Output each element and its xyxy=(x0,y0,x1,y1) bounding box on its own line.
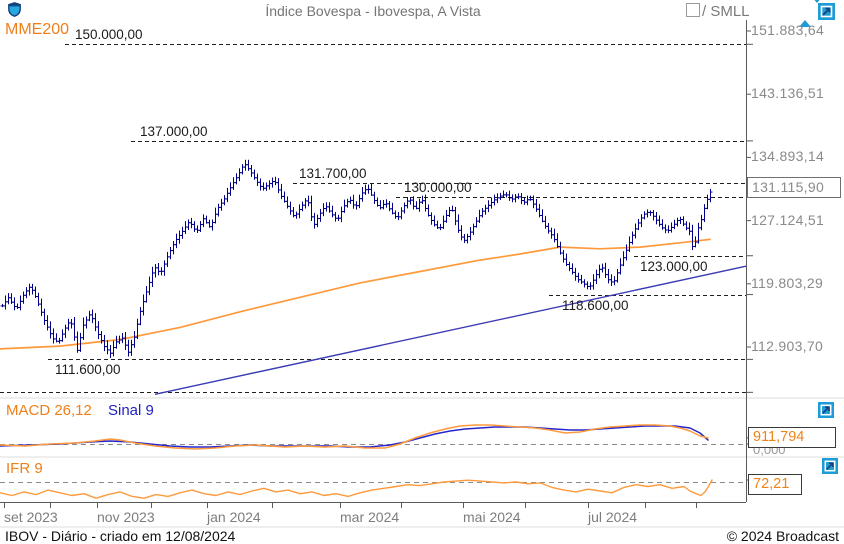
price-level-label: 131.700,00 xyxy=(299,166,367,181)
x-axis-label: jan 2024 xyxy=(207,509,261,525)
macd-indicator-label[interactable]: MACD 26,12 xyxy=(6,402,92,419)
price-level-label: 150.000,00 xyxy=(75,27,143,42)
x-axis-label: set 2023 xyxy=(4,509,58,525)
y-axis-label: 119.803,29 xyxy=(751,275,824,291)
y-axis-label: 127.124,51 xyxy=(751,212,825,228)
x-axis-label: mai 2024 xyxy=(463,509,521,525)
ifr-value-box: 72,21 xyxy=(748,474,802,495)
compare-checkbox-icon[interactable] xyxy=(686,3,700,17)
ifr-line xyxy=(0,479,746,499)
expand-ifr-panel-button[interactable] xyxy=(822,458,838,479)
x-axis-label: jul 2024 xyxy=(588,509,638,525)
mme200-indicator-label[interactable]: MME200 xyxy=(5,21,70,38)
compare-series-control[interactable]: / SMLL xyxy=(686,3,750,20)
ifr-indicator-label[interactable]: IFR 9 xyxy=(6,460,43,477)
chart-title: Índice Bovespa - Ibovespa, A Vista xyxy=(265,3,481,19)
status-bar-info: IBOV - Diário - criado em 12/08/2024 xyxy=(5,528,236,544)
macd-lines xyxy=(0,424,746,450)
price-level-label: 111.600,00 xyxy=(55,362,121,377)
macd-value-box: 911,794 xyxy=(748,427,836,448)
sinal-indicator-label[interactable]: Sinal 9 xyxy=(108,402,154,419)
x-axis-label: mar 2024 xyxy=(340,509,400,525)
price-level-label: 123.000,00 xyxy=(640,259,708,274)
panel-separators xyxy=(0,397,844,528)
last-price-box: 131.115,90 xyxy=(747,177,841,198)
x-axis-label: nov 2023 xyxy=(97,509,155,525)
price-level-lines[interactable] xyxy=(0,44,746,393)
price-level-label: 130.000,00 xyxy=(404,180,472,195)
copyright-text: © 2024 Broadcast xyxy=(726,528,839,544)
candles-series xyxy=(0,159,713,359)
price-level-label: 118.600,00 xyxy=(562,298,629,313)
price-level-label: 137.000,00 xyxy=(140,124,208,139)
app-shield-icon[interactable] xyxy=(8,2,21,22)
expand-main-panel-button[interactable] xyxy=(818,3,835,25)
trendline[interactable] xyxy=(154,265,747,395)
y-axis-label: 112.903,70 xyxy=(751,338,824,354)
mme200-line xyxy=(0,238,711,350)
y-axis-label: 143.136,51 xyxy=(751,85,825,101)
compare-label: / SMLL xyxy=(702,3,750,20)
y-axis-label: 134.893,14 xyxy=(751,148,825,164)
y-axis-label: 151.883,64 xyxy=(751,22,825,38)
expand-macd-panel-button[interactable] xyxy=(818,402,834,423)
